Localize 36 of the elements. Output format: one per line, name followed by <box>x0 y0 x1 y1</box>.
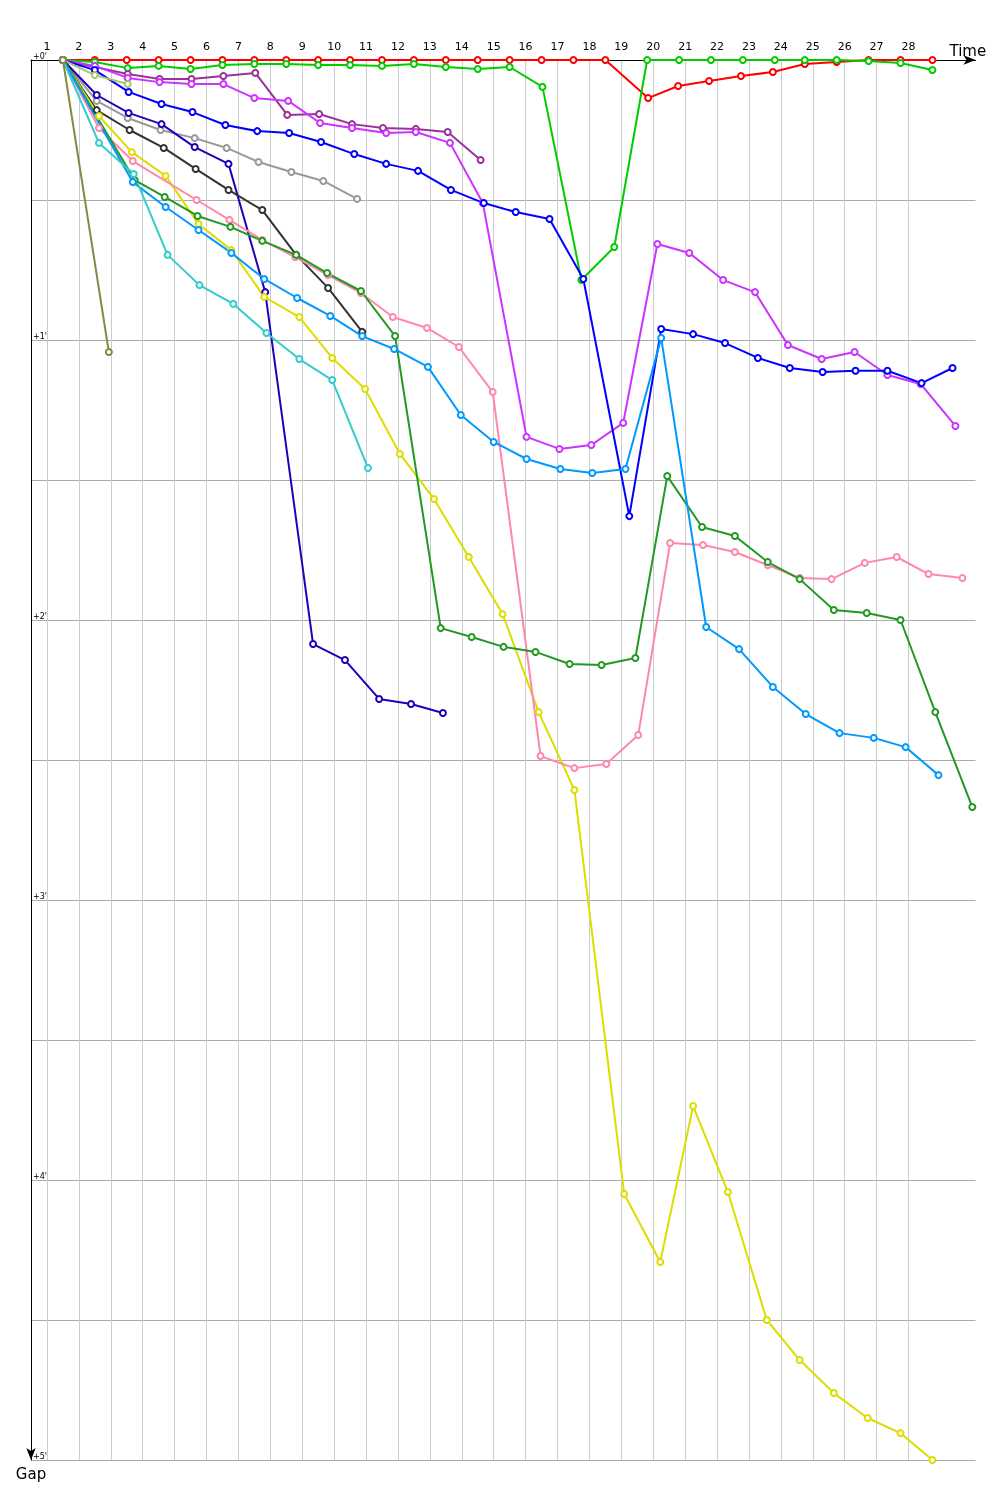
x-tick-label: 5 <box>171 40 179 53</box>
x-tick-label: 10 <box>327 40 342 53</box>
x-tick-label: 19 <box>614 40 629 53</box>
x-tick-label: 7 <box>234 40 242 53</box>
x-tick-label: 26 <box>837 40 852 53</box>
x-tick-label: 16 <box>518 40 533 53</box>
x-tick-label: 6 <box>203 40 210 53</box>
x-tick-label: 25 <box>805 40 820 53</box>
x-tick-label: 15 <box>486 40 501 53</box>
x-tick-label: 3 <box>107 40 115 53</box>
x-tick-label: 22 <box>710 40 725 53</box>
x-tick-label: 12 <box>390 40 405 53</box>
y-tick-label: +1' <box>33 331 47 341</box>
x-tick-label: 13 <box>422 40 437 53</box>
y-tick-label: +5' <box>33 1451 47 1461</box>
y-axis-title: Gap <box>15 1464 47 1483</box>
x-tick-label: 14 <box>454 40 469 53</box>
x-tick-label: 20 <box>646 40 661 53</box>
x-tick-label: 21 <box>678 40 693 53</box>
x-tick-label: 24 <box>773 40 788 53</box>
x-tick-label: 1 <box>43 40 51 53</box>
y-tick-label: +3' <box>33 891 47 901</box>
x-tick-label: 17 <box>550 40 565 53</box>
x-tick-label: 23 <box>741 40 756 53</box>
x-tick-label: 27 <box>869 40 884 53</box>
x-tick-label: 18 <box>582 40 597 53</box>
x-tick-label: 28 <box>901 40 916 53</box>
x-tick-label: 2 <box>75 40 83 53</box>
y-tick-label: +2' <box>33 611 47 621</box>
x-tick-label: 4 <box>139 40 147 53</box>
y-tick-label: +0' <box>33 51 47 61</box>
y-tick-label: +4' <box>33 1171 47 1181</box>
x-tick-label: 8 <box>266 40 274 53</box>
x-tick-label: 9 <box>298 40 306 53</box>
x-axis-title: Time <box>948 41 987 60</box>
x-tick-label: 11 <box>359 40 374 53</box>
